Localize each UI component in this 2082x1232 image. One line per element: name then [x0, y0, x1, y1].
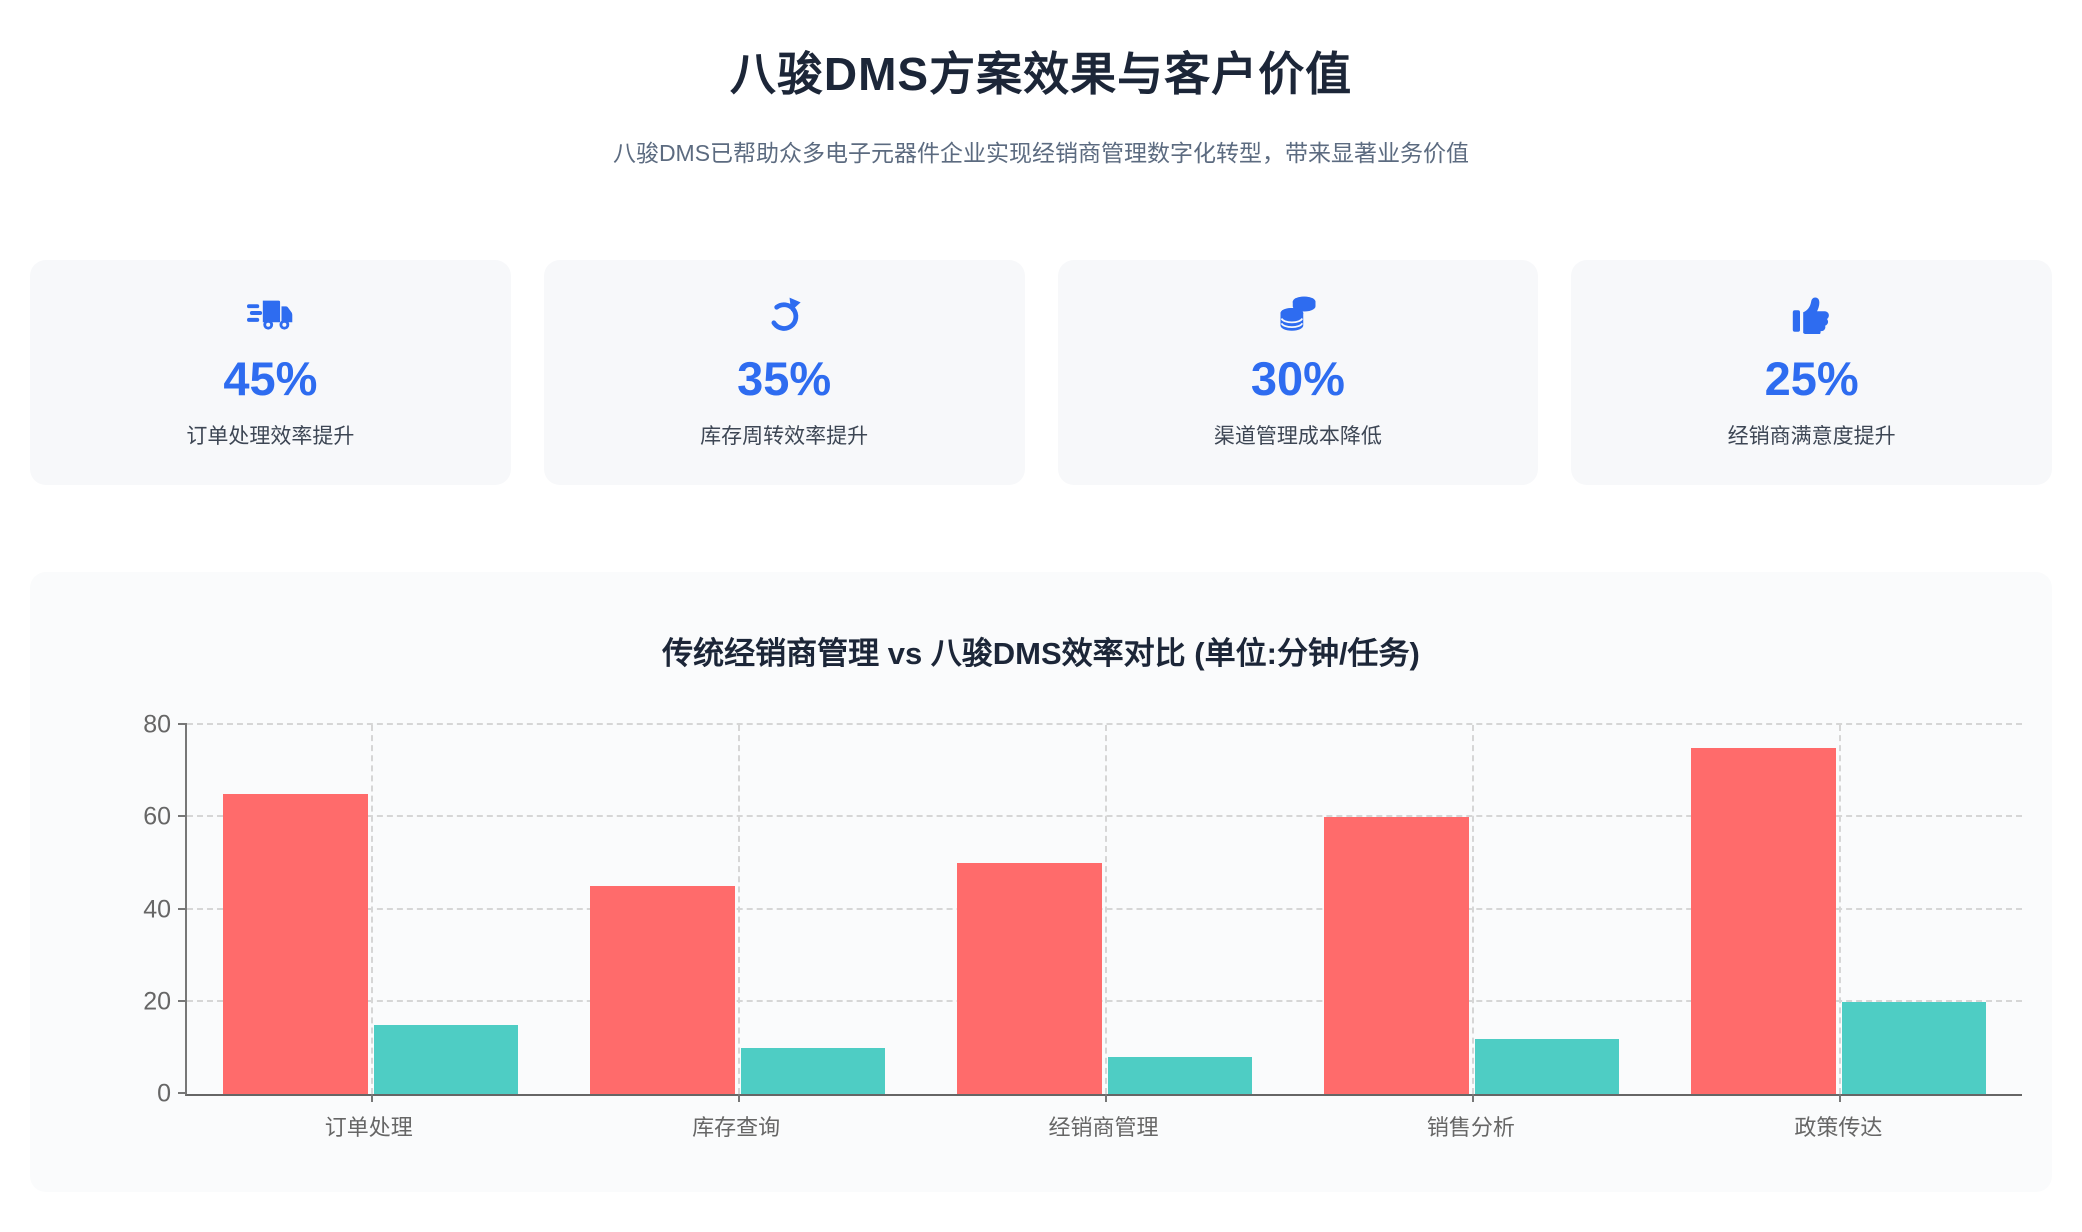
- bar-传统经销商管理: [956, 863, 1102, 1094]
- x-axis-label: 销售分析: [1426, 1115, 1515, 1140]
- h-gridline: [187, 723, 2022, 725]
- bar-group: [1288, 725, 1655, 1102]
- truck-fast-icon: [247, 295, 293, 335]
- y-axis-label: 80: [143, 710, 171, 739]
- stat-label: 库存周转效率提升: [700, 425, 869, 448]
- page-header: 八骏DMS方案效果与客户价值 八骏DMS已帮助众多电子元器件企业实现经销商管理数…: [0, 38, 2082, 168]
- v-gridline: [1104, 725, 1107, 1094]
- x-axis-label: 库存查询: [692, 1115, 781, 1140]
- x-axis-label: 政策传达: [1794, 1115, 1883, 1140]
- stat-card-channel-cost: 30% 渠道管理成本降低: [1057, 260, 1539, 485]
- y-axis-tick: [178, 1092, 187, 1094]
- y-axis-label: 0: [157, 1079, 171, 1108]
- stats-row: 45% 订单处理效率提升 35% 库存周转效率提升 30% 渠道管理成本降低: [30, 260, 2052, 485]
- bars-row: [187, 725, 2022, 1102]
- x-axis-tick: [1471, 1094, 1474, 1102]
- y-axis-tick: [178, 723, 187, 725]
- y-axis-label: 40: [143, 895, 171, 923]
- stat-value: 30%: [1250, 352, 1345, 405]
- x-axis-labels: 订单处理 库存查询 经销商管理 销售分析 政策传达: [185, 1110, 2022, 1142]
- bar-group: [554, 725, 921, 1102]
- coins-icon: [1277, 295, 1319, 335]
- y-axis-label: 20: [143, 987, 171, 1016]
- v-gridline: [737, 725, 740, 1094]
- thumbs-up-icon: [1792, 295, 1832, 335]
- bar-传统经销商管理: [1690, 748, 1836, 1094]
- stat-value: 35%: [737, 352, 832, 405]
- y-axis-tick: [178, 999, 187, 1002]
- bar-group: [187, 725, 554, 1102]
- bar-group: [921, 725, 1288, 1102]
- bar-传统经销商管理: [222, 794, 368, 1094]
- rotate-icon: [765, 295, 803, 335]
- bar-八骏DMS: [1107, 1057, 1253, 1094]
- chart-title: 传统经销商管理 vs 八骏DMS效率对比 (单位:分钟/任务): [662, 636, 1420, 671]
- bar-传统经销商管理: [1323, 817, 1469, 1094]
- x-axis-tick: [1104, 1094, 1107, 1102]
- stat-card-inventory-turnover: 35% 库存周转效率提升: [543, 260, 1025, 485]
- stat-card-dealer-satisfaction: 25% 经销商满意度提升: [1571, 260, 2052, 485]
- y-axis-tick: [178, 815, 187, 818]
- stat-value: 45%: [223, 352, 318, 405]
- bar-八骏DMS: [1841, 1001, 1987, 1094]
- page-subtitle: 八骏DMS已帮助众多电子元器件企业实现经销商管理数字化转型，带来显著业务价值: [612, 140, 1470, 166]
- stat-label: 订单处理效率提升: [186, 425, 355, 448]
- page-title: 八骏DMS方案效果与客户价值: [729, 48, 1353, 100]
- v-gridline: [1471, 725, 1474, 1094]
- efficiency-comparison-chart-card: 传统经销商管理 vs 八骏DMS效率对比 (单位:分钟/任务) 0 20 40 60 8…: [30, 572, 2052, 1192]
- stat-label: 渠道管理成本降低: [1213, 425, 1382, 448]
- x-axis-tick: [1838, 1094, 1841, 1102]
- stat-value: 25%: [1764, 352, 1859, 405]
- bar-八骏DMS: [373, 1024, 519, 1094]
- bar-group: [1655, 725, 2022, 1102]
- v-gridline: [1838, 725, 1841, 1094]
- x-axis-label: 订单处理: [324, 1115, 413, 1140]
- plot-area: 0 20 40 60 80: [143, 711, 2022, 1108]
- x-axis-tick: [370, 1094, 373, 1102]
- bar-八骏DMS: [740, 1047, 886, 1094]
- bar-八骏DMS: [1474, 1038, 1620, 1094]
- stat-label: 经销商满意度提升: [1727, 425, 1896, 448]
- v-gridline: [370, 725, 373, 1094]
- stat-card-order-efficiency: 45% 订单处理效率提升: [30, 260, 511, 485]
- bar-传统经销商管理: [589, 886, 735, 1094]
- y-axis-label: 60: [143, 802, 171, 831]
- x-axis-label: 经销商管理: [1048, 1115, 1159, 1140]
- y-axis-tick: [178, 907, 187, 910]
- x-axis-tick: [737, 1094, 740, 1102]
